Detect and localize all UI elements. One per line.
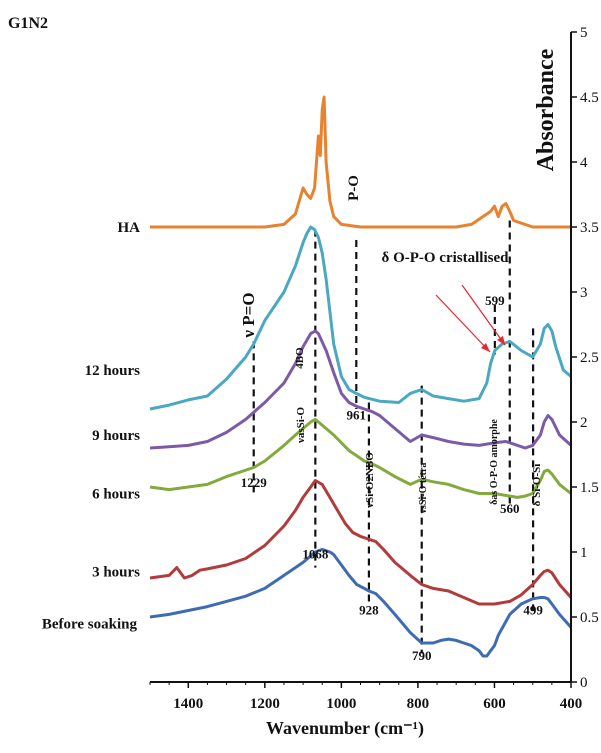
arrowhead-560 bbox=[497, 336, 505, 345]
peak-label-961: 961 bbox=[347, 407, 367, 422]
band-label-si-o-si: δ Si-O-Si bbox=[531, 464, 543, 507]
series-label-12-hours: 12 hours bbox=[85, 363, 141, 379]
peak-label-560: 560 bbox=[500, 501, 520, 516]
y-tick-label: 2 bbox=[580, 415, 588, 431]
series-labels: HA 12 hours 9 hours 6 hours 3 hours Before so… bbox=[42, 220, 140, 633]
x-tick-label: 1000 bbox=[326, 696, 356, 712]
band-label-p-o-double: ν P=O bbox=[239, 292, 258, 338]
series-label-9-hours: 9 hours bbox=[92, 428, 140, 444]
y-tick-label: 1 bbox=[580, 545, 588, 561]
series-label-ha: HA bbox=[118, 220, 141, 236]
series-group bbox=[149, 95, 573, 658]
y-tick-label: 0 bbox=[580, 675, 588, 691]
peak-label-1068: 1068 bbox=[302, 547, 329, 562]
y-tick-label: 4 bbox=[580, 155, 588, 171]
series-line-ha bbox=[150, 95, 571, 229]
band-label-vs-si-o-tetra: νsSi-O tétra bbox=[418, 463, 429, 515]
y-tick-label: 3.5 bbox=[580, 220, 599, 236]
y-tick-label: 1.5 bbox=[580, 480, 599, 496]
arrowhead-599 bbox=[481, 343, 490, 352]
x-tick-label: 400 bbox=[560, 696, 583, 712]
peak-label-499: 499 bbox=[523, 602, 543, 617]
band-label-o-p-o-crystallised: δ O-P-O cristallised bbox=[382, 250, 510, 266]
arrow-to-599 bbox=[435, 294, 491, 353]
x-ticks: 1400 1200 1000 800 600 400 bbox=[149, 682, 583, 712]
series-label-before-soaking: Before soaking bbox=[42, 617, 138, 633]
y-tick-label: 4.5 bbox=[580, 90, 599, 106]
series-line-3-hours bbox=[149, 479, 573, 606]
band-label-4bo: 4BO bbox=[294, 347, 306, 369]
series-line-9-hours bbox=[149, 329, 573, 450]
band-label-p-o: P-O bbox=[346, 175, 362, 201]
peak-label-1229: 1229 bbox=[241, 475, 268, 490]
y-axis-label: Absorbance bbox=[533, 48, 559, 171]
figure-label: G1N2 bbox=[8, 15, 48, 32]
series-line-before-soaking bbox=[149, 547, 573, 658]
x-tick-label: 1200 bbox=[250, 696, 280, 712]
x-tick-label: 600 bbox=[483, 696, 506, 712]
y-ticks: 0 0.5 1 1.5 2 2.5 3 3.5 4 4.5 5 bbox=[571, 25, 599, 691]
x-axis-label: Wavenumber (cm⁻¹) bbox=[266, 718, 424, 739]
y-tick-label: 2.5 bbox=[580, 350, 599, 366]
x-tick-label: 800 bbox=[407, 696, 430, 712]
peak-label-599: 599 bbox=[485, 293, 505, 308]
band-label-o-p-o-amorphe: δas O-P-O amorphe bbox=[489, 419, 500, 505]
x-tick-label: 1400 bbox=[173, 696, 203, 712]
series-label-6-hours: 6 hours bbox=[92, 487, 140, 503]
band-label-si-o2nbo: νSi-O2NBO bbox=[364, 452, 376, 509]
band-label-vas-si-o: νasSi-O bbox=[295, 407, 307, 445]
peak-labels: 1229 1068 961 928 790 599 560 499 bbox=[241, 293, 544, 663]
peak-label-928: 928 bbox=[359, 602, 379, 617]
series-line-12-hours bbox=[149, 225, 572, 411]
series-label-3-hours: 3 hours bbox=[92, 565, 140, 581]
y-tick-label: 0.5 bbox=[580, 610, 599, 626]
arrow-to-560 bbox=[461, 284, 506, 346]
peak-label-790: 790 bbox=[412, 648, 432, 663]
y-tick-label: 5 bbox=[580, 25, 588, 41]
series-line-6-hours bbox=[149, 417, 572, 499]
y-tick-label: 3 bbox=[580, 285, 588, 301]
